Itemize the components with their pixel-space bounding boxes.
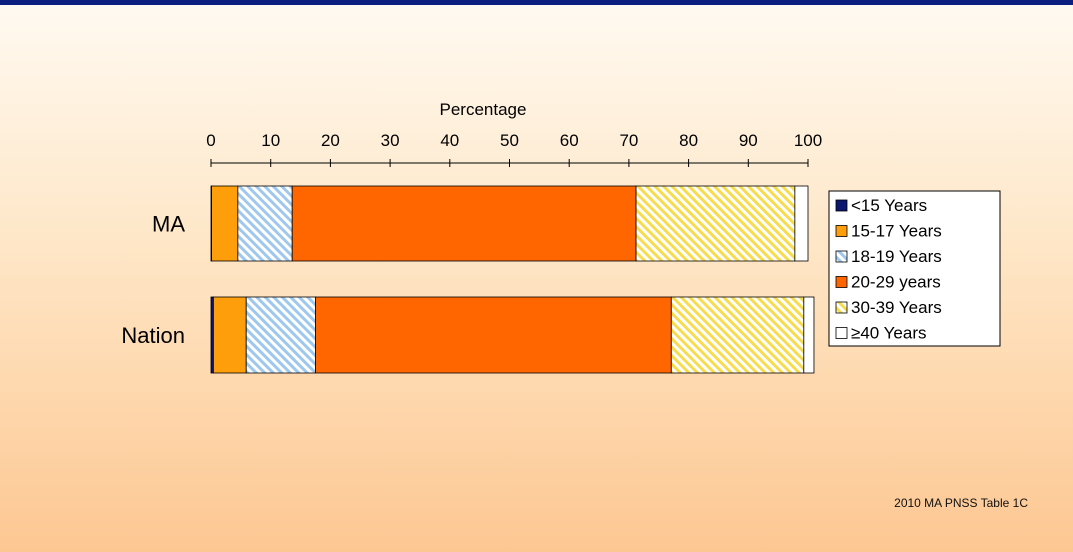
x-tick-label: 60	[560, 131, 579, 150]
category-labels: MA Nation	[121, 212, 185, 349]
bar-segment-age_20_29	[315, 296, 672, 374]
legend-swatch-under_15	[835, 199, 848, 212]
legend-label: <15 Years	[851, 196, 927, 215]
legend-box	[828, 190, 1001, 347]
x-axis: 0 10 20 30 40 50 60 70 80 90 100	[206, 131, 822, 167]
legend-swatch-age_15_17	[835, 225, 848, 237]
legend-label: ≥40 Years	[851, 324, 927, 343]
x-tick-label: 50	[500, 131, 519, 150]
source-note: 2010 MA PNSS Table 1C	[894, 496, 1028, 510]
bar-segment-age_18_19	[237, 185, 293, 262]
legend-label: 15-17 Years	[851, 222, 942, 241]
x-tick-label: 70	[619, 131, 638, 150]
bar-segment-age_40_plus	[803, 296, 815, 374]
legend-swatch-age_30_39	[835, 301, 848, 314]
bar-segment-age_15_17	[211, 185, 239, 262]
bar-segment-age_20_29	[291, 185, 637, 262]
bar-segment-age_40_plus	[794, 185, 809, 262]
category-label: MA	[152, 212, 185, 237]
legend: <15 Years 15-17 Years 18-19 Years 20-29 yea…	[828, 190, 1001, 347]
bar-segment-age_30_39	[635, 185, 796, 262]
x-tick-label: 30	[381, 131, 400, 150]
x-tick-label: 10	[261, 131, 280, 150]
legend-label: 18-19 Years	[851, 247, 942, 266]
x-tick-label: 100	[794, 131, 822, 150]
bars	[210, 185, 815, 374]
top-rule	[0, 0, 1073, 5]
legend-swatch-age_18_19	[835, 250, 848, 263]
bar-segment-age_30_39	[670, 296, 805, 374]
legend-swatch-age_20_29	[835, 276, 848, 288]
legend-label: 20-29 years	[851, 273, 941, 292]
x-axis-title: Percentage	[440, 100, 527, 119]
bar-segment-age_18_19	[245, 296, 316, 374]
x-tick-label: 90	[739, 131, 758, 150]
x-tick-label: 80	[679, 131, 698, 150]
bar-segment-age_15_17	[212, 296, 247, 374]
legend-swatch-age_40_plus	[835, 327, 848, 339]
x-tick-label: 20	[321, 131, 340, 150]
x-tick-label: 0	[206, 131, 215, 150]
x-tick-label: 40	[440, 131, 459, 150]
category-label: Nation	[121, 323, 185, 348]
legend-label: 30-39 Years	[851, 298, 942, 317]
